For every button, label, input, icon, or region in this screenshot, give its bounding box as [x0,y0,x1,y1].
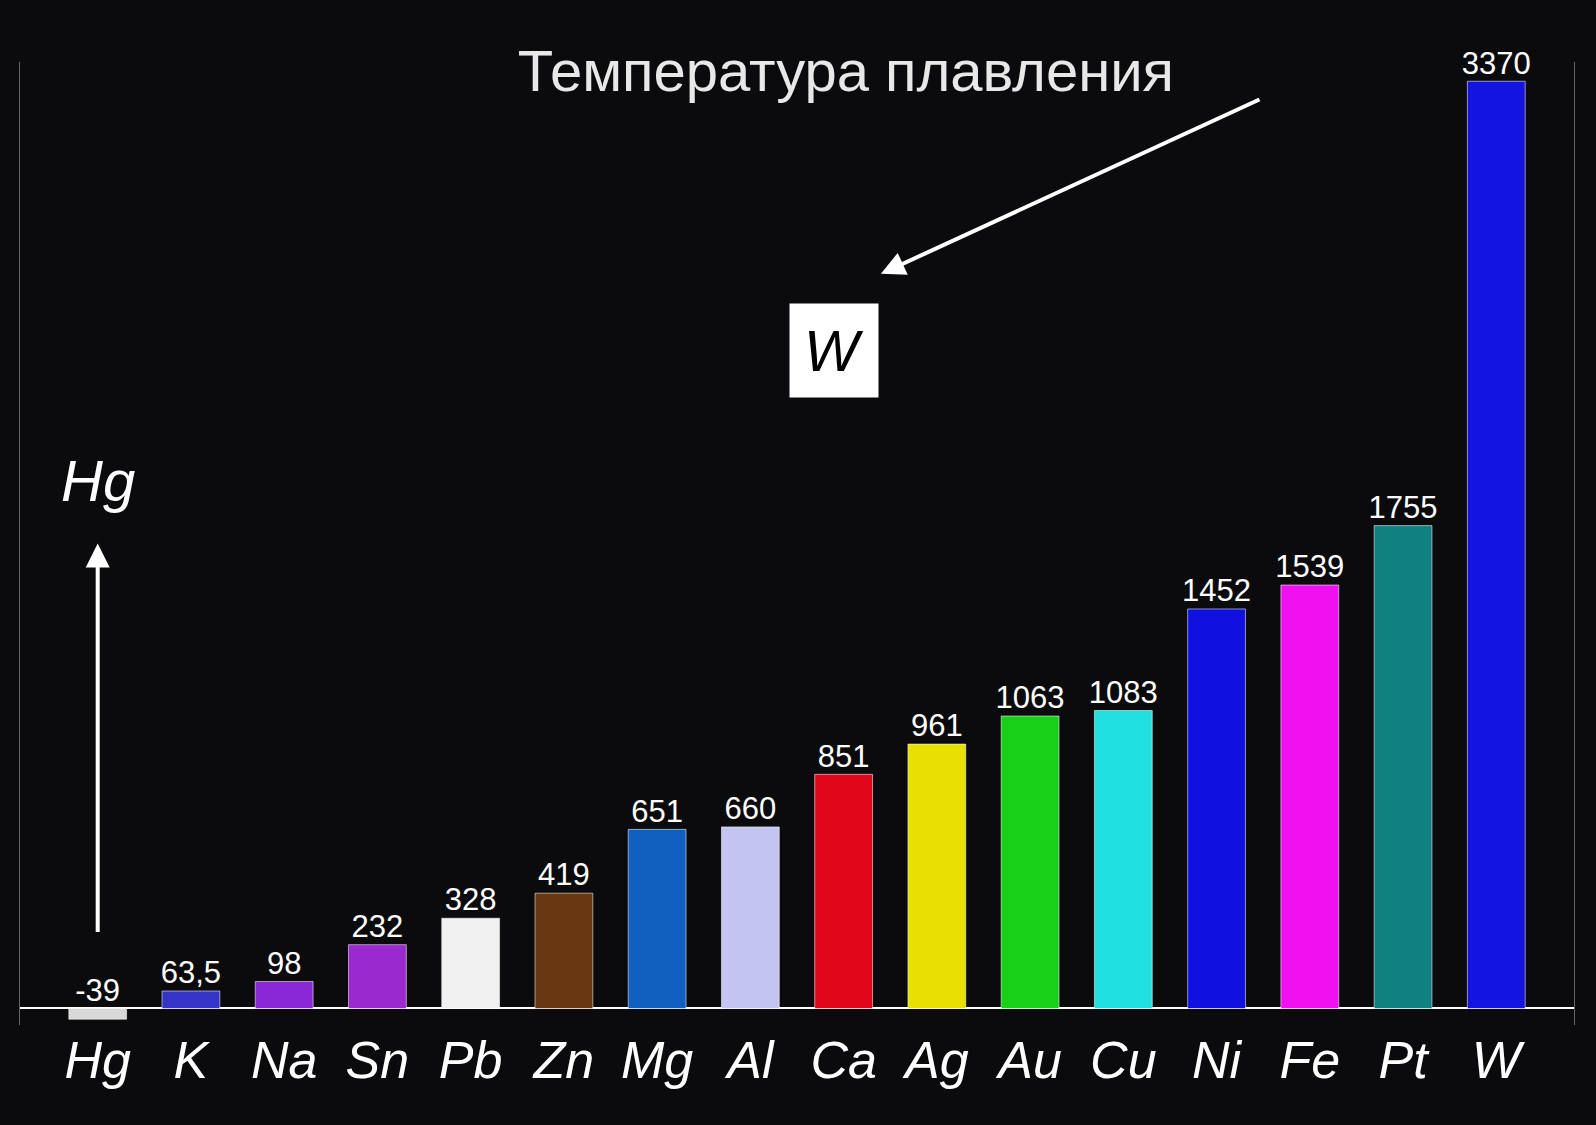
svg-text:Pt: Pt [1378,1031,1430,1089]
svg-text:Ag: Ag [902,1031,969,1089]
svg-text:63,5: 63,5 [161,955,221,990]
svg-text:Fe: Fe [1279,1031,1340,1089]
svg-text:Температура плавления: Температура плавления [518,38,1174,103]
svg-text:232: 232 [352,909,404,944]
svg-text:660: 660 [725,791,777,826]
svg-text:Zn: Zn [532,1031,595,1089]
svg-text:Mg: Mg [621,1031,693,1089]
svg-text:W: W [1472,1031,1526,1089]
svg-text:-39: -39 [75,973,120,1008]
svg-text:419: 419 [538,857,590,892]
svg-text:1539: 1539 [1275,549,1344,584]
svg-text:Pb: Pb [439,1031,503,1089]
svg-text:1452: 1452 [1182,573,1251,608]
svg-text:1083: 1083 [1089,675,1158,710]
svg-text:Ca: Ca [810,1031,876,1089]
svg-text:Sn: Sn [346,1031,410,1089]
svg-text:Cu: Cu [1090,1031,1156,1089]
svg-text:1755: 1755 [1369,490,1438,525]
svg-text:W: W [804,318,864,383]
svg-text:651: 651 [631,794,683,829]
svg-text:98: 98 [267,946,301,981]
svg-text:1063: 1063 [996,680,1065,715]
svg-text:Hg: Hg [61,448,135,513]
svg-text:Na: Na [251,1031,317,1089]
svg-text:Ni: Ni [1192,1031,1243,1089]
svg-text:961: 961 [911,708,963,743]
svg-text:Au: Au [995,1031,1062,1089]
svg-text:Al: Al [724,1031,775,1089]
svg-text:851: 851 [818,739,870,774]
svg-text:328: 328 [445,882,497,917]
svg-text:3370: 3370 [1462,46,1531,81]
svg-text:Hg: Hg [64,1031,131,1089]
svg-text:K: K [174,1031,211,1089]
